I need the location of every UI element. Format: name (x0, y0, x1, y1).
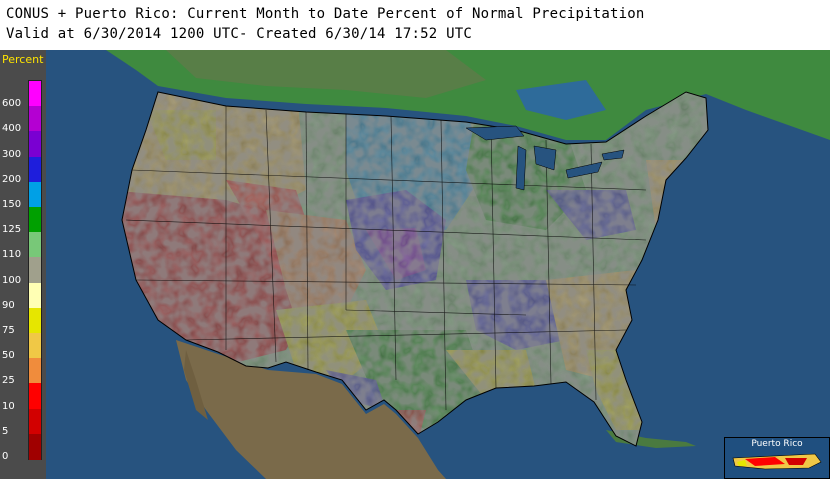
map-title: CONUS + Puerto Rico: Current Month to Da… (6, 6, 645, 22)
legend-tick-label: 200 (2, 173, 22, 185)
legend-tick-label: 400 (2, 123, 22, 135)
legend-title: Percent (2, 53, 44, 66)
legend-swatch (29, 358, 41, 385)
great-lakes (465, 125, 625, 191)
baja-california (184, 350, 208, 420)
legend-tick-label: 75 (2, 325, 15, 336)
legend-swatch (29, 156, 41, 183)
legend-tick-label: 90 (2, 299, 15, 311)
mexico-land (176, 340, 446, 479)
canada-terrain (166, 50, 486, 98)
legend-swatch (29, 307, 41, 334)
legend-swatch (29, 232, 41, 259)
legend-swatch (29, 207, 41, 233)
puerto-rico-map (732, 453, 822, 470)
legend-swatch (29, 81, 41, 107)
hudson-water (516, 80, 606, 120)
legend-swatch (29, 131, 41, 158)
legend-color-bar (28, 80, 42, 460)
legend-swatch (29, 257, 41, 284)
map-header: CONUS + Puerto Rico: Current Month to Da… (0, 0, 830, 50)
legend-tick-label: 100 (2, 274, 22, 286)
legend-tick-label: 600 (2, 98, 22, 110)
legend-swatch (29, 181, 41, 208)
legend-swatch (29, 433, 41, 460)
map-valid-time: Valid at 6/30/2014 1200 UTC- Created 6/3… (6, 26, 472, 42)
puerto-rico-label: Puerto Rico (751, 439, 803, 449)
legend-tick-label: 0 (2, 451, 9, 462)
legend-tick-label: 300 (2, 148, 22, 160)
legend-tick-label: 25 (2, 375, 15, 387)
precipitation-map[interactable] (46, 50, 830, 479)
legend-swatch (29, 106, 41, 133)
legend-tick-label: 110 (2, 249, 22, 261)
legend-tick-label: 10 (2, 400, 15, 412)
conus-outline (121, 91, 709, 447)
legend-tick-label: 5 (2, 425, 9, 437)
state-boundaries (125, 106, 647, 411)
puerto-rico-inset[interactable]: Puerto Rico (724, 437, 830, 479)
legend-tick-label: 50 (2, 350, 15, 362)
legend-swatch (29, 383, 41, 410)
legend-swatch (29, 333, 41, 359)
legend-tick-label: 150 (2, 199, 22, 210)
map-canvas (46, 50, 830, 479)
legend-swatch (29, 408, 41, 435)
legend-swatch (29, 282, 41, 309)
legend-tick-label: 125 (2, 224, 22, 236)
